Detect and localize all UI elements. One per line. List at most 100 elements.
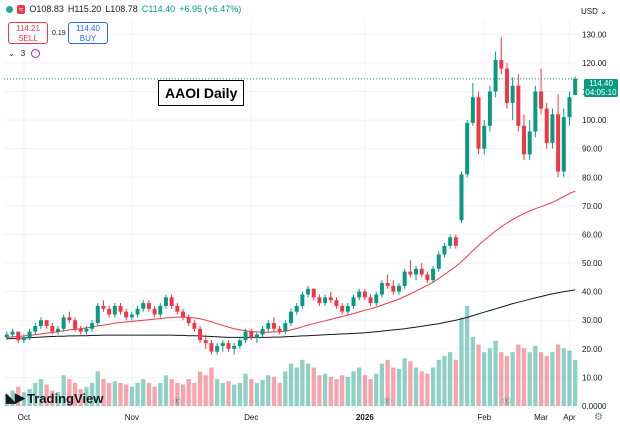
high-value: H115.20: [67, 4, 102, 14]
fast-moving-average-line: [6, 190, 576, 338]
volume-bar: [572, 359, 578, 406]
candle-body: [340, 305, 345, 312]
candle-body: [493, 60, 498, 92]
slow-moving-average-line: [6, 289, 576, 340]
volume-bar: [124, 384, 129, 406]
candle-body: [300, 294, 305, 306]
candle-body: [396, 285, 401, 292]
candle-body: [146, 303, 151, 309]
candle-body: [311, 288, 316, 298]
volume-bar: [249, 379, 254, 406]
volume-bar: [470, 336, 476, 406]
candle-body: [510, 85, 515, 103]
x-tick-label: Mar: [534, 413, 548, 422]
volume-bar: [544, 356, 549, 406]
volume-bar: [158, 382, 163, 406]
volume-bar: [504, 356, 510, 406]
volume-bar: [533, 346, 538, 406]
volume-bar: [254, 382, 260, 406]
volume-bar: [368, 379, 373, 406]
candle-body: [294, 305, 299, 312]
open-value: O108.83: [29, 4, 64, 14]
volume-bar: [129, 386, 135, 406]
volume-bar: [413, 367, 419, 406]
volume-bar: [180, 384, 186, 406]
volume-bar: [300, 359, 305, 406]
earnings-marker-icon: Ⓔ: [384, 397, 392, 406]
candle-body: [351, 297, 356, 306]
volume-bar: [226, 381, 231, 406]
candle-body: [16, 331, 21, 341]
volume-bar: [305, 363, 311, 406]
candle-body: [90, 323, 95, 329]
volume-bar: [408, 361, 413, 406]
candle-body: [402, 271, 407, 286]
tradingview-logo[interactable]: ◣▶ TradingView: [6, 390, 103, 406]
candle-body: [78, 328, 83, 332]
volume-bar: [141, 379, 146, 406]
volume-bar: [487, 348, 493, 406]
volume-bar: [436, 359, 441, 406]
x-tick-label: Feb: [477, 413, 491, 422]
volume-bar: [55, 392, 61, 406]
candle-body: [414, 268, 419, 275]
volume-bar: [152, 386, 157, 406]
candle-body: [476, 97, 481, 149]
volume-bar: [453, 359, 458, 406]
candle-body: [550, 114, 555, 143]
volume-bar: [374, 373, 379, 406]
candle-body: [141, 303, 146, 309]
y-tick-label: 20.00: [582, 345, 603, 354]
currency-selector[interactable]: USD ⌄: [581, 7, 607, 16]
candle-body: [277, 328, 282, 332]
volume-bar: [419, 371, 424, 406]
volume-bar: [561, 348, 566, 406]
indicators-toggle[interactable]: ⌄ 3: [8, 49, 41, 58]
volume-bar: [283, 371, 288, 406]
y-tick-label: 40.00: [582, 288, 603, 297]
y-tick-label: 70.00: [582, 202, 603, 211]
volume-bar: [499, 352, 504, 406]
volume-bar: [339, 375, 345, 406]
candle-body: [124, 311, 129, 318]
volume-bar: [317, 375, 322, 406]
volume-bar: [550, 352, 555, 406]
candle-body: [385, 283, 390, 286]
logo-text: TradingView: [27, 390, 104, 406]
candle-body: [465, 122, 470, 175]
candle-body: [448, 237, 453, 246]
candle-body: [442, 245, 447, 255]
candle-body: [522, 125, 526, 155]
sell-button[interactable]: 114.21 SELL: [8, 22, 48, 44]
candle-body: [192, 323, 197, 329]
volume-bar: [214, 379, 220, 406]
volume-bar: [27, 389, 32, 406]
volume-bar: [243, 373, 248, 406]
candle-body: [21, 337, 26, 341]
settings-gear-icon[interactable]: ⚙: [594, 412, 603, 423]
volume-bar: [345, 376, 350, 406]
volume-bar: [260, 379, 265, 406]
volume-bar: [106, 382, 112, 406]
volume-bar: [527, 352, 532, 406]
volume-bar: [50, 390, 55, 406]
indicator-icon[interactable]: [31, 49, 41, 58]
candle-body: [254, 334, 259, 338]
volume-bar: [521, 348, 527, 406]
volume-bar: [294, 367, 299, 406]
candle-body: [243, 331, 248, 341]
sell-label: SELL: [18, 34, 38, 43]
spread-value: 0.19: [52, 30, 66, 37]
candle-body: [203, 340, 208, 344]
earnings-marker-icon: Ⓔ: [503, 397, 511, 406]
volume-bar: [4, 394, 10, 406]
y-tick-label: 50.00: [582, 259, 603, 268]
countdown-value: 04:05:10: [585, 88, 617, 97]
buy-button[interactable]: 114.40 BUY: [68, 22, 108, 44]
volume-bar: [146, 382, 152, 406]
volume-bar: [447, 352, 453, 406]
candle-body: [323, 297, 328, 304]
volume-bar: [430, 367, 436, 406]
